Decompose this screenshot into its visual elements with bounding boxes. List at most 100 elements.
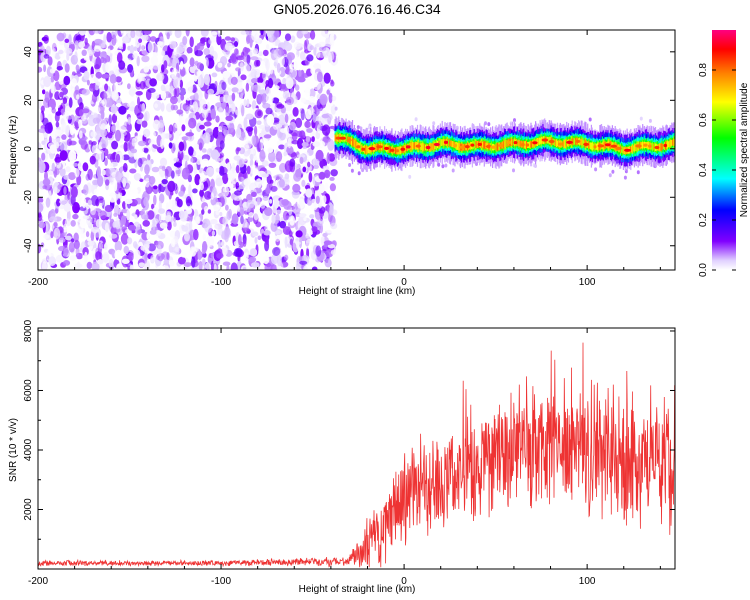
heatmap-noise-cell bbox=[284, 113, 289, 124]
heatmap-noise-cell bbox=[165, 103, 173, 113]
heatmap-noise-cell bbox=[93, 77, 99, 83]
heatmap-noise-cell bbox=[108, 258, 114, 268]
heatmap-noise-cell bbox=[276, 62, 281, 73]
heatmap-noise-cell bbox=[90, 131, 97, 138]
heatmap-noise-cell bbox=[249, 164, 258, 175]
heatmap-noise-cell bbox=[87, 240, 95, 247]
heatmap-noise-cell bbox=[193, 228, 199, 241]
heatmap-noise-cell bbox=[68, 97, 73, 108]
heatmap-noise-cell bbox=[215, 157, 221, 163]
heatmap-noise-cell bbox=[110, 125, 116, 133]
heatmap-noise-cell bbox=[309, 45, 314, 51]
heatmap-noise-cell bbox=[309, 214, 315, 219]
heatmap-noise-cell bbox=[285, 96, 294, 106]
heatmap-noise-cell bbox=[325, 227, 335, 234]
heatmap-noise-cell bbox=[217, 226, 223, 236]
heatmap-noise-cell bbox=[225, 106, 230, 118]
heatmap-noise-cell bbox=[289, 158, 296, 167]
heatmap-xtick-label: -200 bbox=[28, 277, 48, 288]
heatmap-noise-cell bbox=[329, 183, 336, 192]
heatmap-noise-cell bbox=[228, 208, 233, 219]
heatmap-noise-cell bbox=[95, 134, 100, 141]
heatmap-noise-cell bbox=[61, 134, 67, 140]
heatmap-noise-cell bbox=[221, 185, 230, 197]
heatmap-noise-cell bbox=[82, 162, 89, 172]
heatmap-noise-cell bbox=[200, 30, 209, 37]
heatmap-noise-cell bbox=[72, 213, 79, 220]
heatmap-noise-cell bbox=[42, 178, 51, 186]
heatmap-noise-cell bbox=[188, 184, 192, 196]
heatmap-noise-cell bbox=[86, 79, 90, 86]
heatmap-noise-cell bbox=[146, 234, 151, 239]
heatmap-noise-cell bbox=[157, 122, 165, 135]
heatmap-noise-cell bbox=[251, 135, 257, 146]
heatmap-peak-cell bbox=[648, 144, 652, 148]
heatmap-noise-cell bbox=[116, 263, 124, 270]
heatmap-noise-cell bbox=[196, 154, 202, 165]
heatmap-noise-cell bbox=[113, 179, 118, 192]
heatmap-noise-cell bbox=[309, 88, 316, 98]
heatmap-noise-cell bbox=[56, 32, 65, 42]
heatmap-noise-cell bbox=[157, 266, 166, 270]
heatmap-noise-cell bbox=[99, 210, 107, 220]
heatmap-noise-cell bbox=[176, 198, 183, 208]
heatmap-noise-cell bbox=[215, 138, 221, 147]
heatmap-noise-cell bbox=[108, 114, 112, 126]
heatmap-noise-cell bbox=[157, 183, 162, 194]
heatmap-noise-cell bbox=[324, 33, 330, 39]
heatmap-noise-cell bbox=[111, 90, 119, 102]
heatmap-noise-cell bbox=[143, 30, 152, 35]
heatmap-noise-cell bbox=[248, 212, 254, 218]
heatmap-noise-cell bbox=[321, 124, 331, 136]
heatmap-noise-cell bbox=[317, 183, 326, 194]
heatmap-noise-cell bbox=[123, 141, 128, 152]
heatmap-noise-cell bbox=[49, 144, 57, 154]
heatmap-noise-cell bbox=[299, 260, 308, 265]
heatmap-peak-cell bbox=[575, 139, 581, 143]
heatmap-noise-cell bbox=[38, 128, 47, 133]
heatmap-noise-cell bbox=[204, 57, 209, 69]
heatmap-noise-cell bbox=[269, 66, 274, 75]
heatmap-noise-cell bbox=[270, 185, 278, 192]
heatmap-noise-cell bbox=[94, 63, 100, 70]
heatmap-noise-cell bbox=[284, 173, 290, 180]
heatmap-noise-cell bbox=[109, 173, 115, 185]
heatmap-noise-cell bbox=[161, 131, 166, 141]
heatmap-noise-cell bbox=[264, 262, 273, 270]
heatmap-noise-cell bbox=[49, 216, 58, 222]
heatmap-noise-cell bbox=[104, 148, 109, 157]
heatmap-noise-cell bbox=[288, 113, 294, 121]
heatmap-noise-cell bbox=[261, 69, 267, 74]
heatmap-noise-cell bbox=[131, 188, 139, 194]
heatmap-noise-cell bbox=[148, 175, 156, 185]
heatmap-noise-cell bbox=[62, 111, 69, 121]
heatmap-noise-cell bbox=[304, 120, 311, 128]
heatmap-noise-cell bbox=[311, 226, 318, 232]
heatmap-noise-cell bbox=[38, 99, 42, 109]
heatmap-noise-cell bbox=[143, 66, 150, 73]
heatmap-noise-cell bbox=[159, 222, 168, 229]
heatmap-noise-cell bbox=[216, 253, 224, 259]
heatmap-noise-cell bbox=[150, 254, 156, 263]
heatmap-noise-cell bbox=[318, 41, 326, 48]
heatmap-noise-cell bbox=[122, 178, 127, 188]
heatmap-noise-cell bbox=[298, 69, 302, 77]
heatmap-noise-cell bbox=[52, 48, 56, 58]
heatmap-noise-cell bbox=[227, 62, 231, 68]
heatmap-noise-cell bbox=[91, 145, 96, 153]
heatmap-noise-cell bbox=[234, 109, 240, 116]
heatmap-noise-cell bbox=[143, 128, 151, 138]
heatmap-peak-cell bbox=[521, 143, 525, 147]
heatmap-noise-cell bbox=[329, 176, 335, 181]
heatmap-noise-cell bbox=[252, 84, 261, 93]
heatmap-noise-cell bbox=[210, 108, 216, 120]
heatmap-noise-cell bbox=[178, 141, 185, 152]
heatmap-noise-cell bbox=[169, 40, 177, 50]
heatmap-noise-cell bbox=[91, 141, 97, 146]
heatmap-speckle-cell bbox=[441, 164, 445, 169]
heatmap-noise-cell bbox=[225, 204, 229, 211]
heatmap-noise-cell bbox=[318, 115, 323, 125]
heatmap-noise-cell bbox=[179, 61, 184, 70]
heatmap-noise-cell bbox=[235, 165, 240, 174]
heatmap-noise-cell bbox=[40, 242, 45, 248]
